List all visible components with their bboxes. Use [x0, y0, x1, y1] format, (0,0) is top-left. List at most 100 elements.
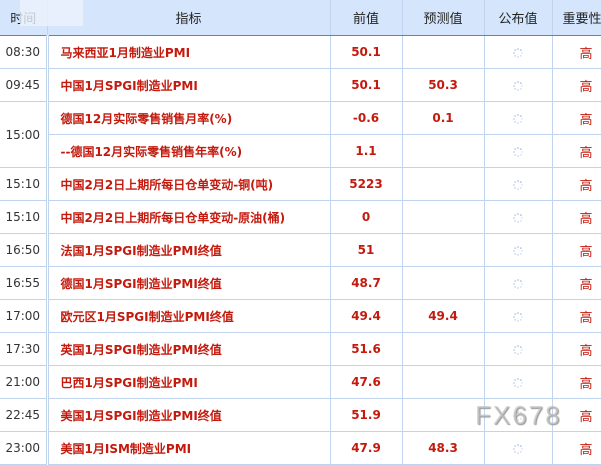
- table-row[interactable]: 22:45 美国1月SPGI制造业PMI终值 51.9 高: [0, 398, 601, 432]
- forecast-value: 49.4: [402, 299, 485, 333]
- published-value-cell: [484, 101, 553, 135]
- time-cell: 15:10: [0, 167, 49, 201]
- loading-spinner-icon: [512, 177, 524, 191]
- previous-value: 47.9: [330, 431, 403, 465]
- table-row[interactable]: 15:10 中国2月2日上期所每日仓单变动-原油(桶) 0 高: [0, 200, 601, 234]
- importance-value: 高: [552, 68, 601, 102]
- importance-value: 高: [552, 365, 601, 399]
- published-value-cell: [484, 365, 553, 399]
- importance-value: 高: [552, 233, 601, 267]
- published-value-cell: [484, 134, 553, 168]
- importance-value: 高: [552, 200, 601, 234]
- previous-value: 49.4: [330, 299, 403, 333]
- forecast-value: [402, 233, 485, 267]
- previous-value: 50.1: [330, 68, 403, 102]
- time-cell: 15:10: [0, 200, 49, 234]
- previous-value: -0.6: [330, 101, 403, 135]
- loading-spinner-icon: [512, 276, 524, 290]
- importance-value: 高: [552, 332, 601, 366]
- previous-value: 50.1: [330, 35, 403, 69]
- forecast-value: [402, 332, 485, 366]
- previous-value: 47.6: [330, 365, 403, 399]
- indicator-link[interactable]: 中国2月2日上期所每日仓单变动-原油(桶): [47, 200, 331, 234]
- forecast-value: 50.3: [402, 68, 485, 102]
- importance-value: 高: [552, 266, 601, 300]
- indicator-link[interactable]: 德国12月实际零售销售月率(%): [47, 101, 331, 135]
- importance-value: 高: [552, 431, 601, 465]
- indicator-link[interactable]: 英国1月SPGI制造业PMI终值: [47, 332, 331, 366]
- time-cell: 09:45: [0, 68, 49, 102]
- time-cell: 17:00: [0, 299, 49, 333]
- indicator-link[interactable]: 美国1月SPGI制造业PMI终值: [47, 398, 331, 432]
- forecast-value: [402, 365, 485, 399]
- tooltip-overlay: [20, 0, 83, 26]
- published-value-cell: [484, 266, 553, 300]
- published-value-cell: [484, 167, 553, 201]
- table-row[interactable]: 15:10 中国2月2日上期所每日仓单变动-铜(吨) 5223 高: [0, 167, 601, 201]
- table-row[interactable]: 17:00 欧元区1月SPGI制造业PMI终值 49.4 49.4 高: [0, 299, 601, 333]
- table-row[interactable]: 16:55 德国1月SPGI制造业PMI终值 48.7 高: [0, 266, 601, 300]
- indicator-link[interactable]: --德国12月实际零售销售年率(%): [47, 134, 331, 168]
- forecast-value: 0.1: [402, 101, 485, 135]
- published-value-cell: [484, 398, 553, 432]
- published-value-cell: [484, 68, 553, 102]
- table-row[interactable]: 09:45 中国1月SPGI制造业PMI 50.1 50.3 高: [0, 68, 601, 102]
- time-cell: 21:00: [0, 365, 49, 399]
- importance-value: 高: [552, 35, 601, 69]
- table-row[interactable]: 23:00 美国1月ISM制造业PMI 47.9 48.3 高: [0, 431, 601, 465]
- time-cell: 23:00: [0, 431, 49, 465]
- loading-spinner-icon: [512, 210, 524, 224]
- table-row[interactable]: 15:00 德国12月实际零售销售月率(%) -0.6 0.1 高: [0, 101, 601, 168]
- indicator-link[interactable]: 巴西1月SPGI制造业PMI: [47, 365, 331, 399]
- time-cell: 08:30: [0, 35, 49, 69]
- published-value-cell: [484, 431, 553, 465]
- previous-value: 51.6: [330, 332, 403, 366]
- table-row[interactable]: 21:00 巴西1月SPGI制造业PMI 47.6 高: [0, 365, 601, 399]
- loading-spinner-icon: [512, 375, 524, 389]
- header-previous: 前值: [330, 0, 403, 36]
- indicator-link[interactable]: 中国1月SPGI制造业PMI: [47, 68, 331, 102]
- forecast-value: [402, 398, 485, 432]
- forecast-value: [402, 35, 485, 69]
- loading-spinner-icon: [512, 309, 524, 323]
- loading-spinner-icon: [512, 45, 524, 59]
- published-value-cell: [484, 200, 553, 234]
- indicator-link[interactable]: 德国1月SPGI制造业PMI终值: [47, 266, 331, 300]
- published-value-cell: [484, 332, 553, 366]
- previous-value: 51: [330, 233, 403, 267]
- indicator-link[interactable]: 中国2月2日上期所每日仓单变动-铜(吨): [47, 167, 331, 201]
- forecast-value: [402, 134, 485, 168]
- header-published: 公布值: [484, 0, 553, 36]
- loading-spinner-icon: [512, 78, 524, 92]
- time-cell: 16:55: [0, 266, 49, 300]
- loading-spinner-icon: [512, 144, 524, 158]
- header-row: 时间 指标 前值 预测值 公布值 重要性: [0, 0, 601, 36]
- indicator-link[interactable]: 欧元区1月SPGI制造业PMI终值: [47, 299, 331, 333]
- importance-value: 高: [552, 101, 601, 135]
- indicator-link[interactable]: 法国1月SPGI制造业PMI终值: [47, 233, 331, 267]
- loading-spinner-icon: [512, 408, 524, 422]
- time-cell: 22:45: [0, 398, 49, 432]
- indicator-link[interactable]: 美国1月ISM制造业PMI: [47, 431, 331, 465]
- table-row[interactable]: 17:30 英国1月SPGI制造业PMI终值 51.6 高: [0, 332, 601, 366]
- previous-value: 48.7: [330, 266, 403, 300]
- importance-value: 高: [552, 134, 601, 168]
- table-row[interactable]: 16:50 法国1月SPGI制造业PMI终值 51 高: [0, 233, 601, 267]
- forecast-value: [402, 266, 485, 300]
- previous-value: 1.1: [330, 134, 403, 168]
- loading-spinner-icon: [512, 342, 524, 356]
- previous-value: 51.9: [330, 398, 403, 432]
- forecast-value: 48.3: [402, 431, 485, 465]
- importance-value: 高: [552, 299, 601, 333]
- indicator-link[interactable]: 马来西亚1月制造业PMI: [47, 35, 331, 69]
- published-value-cell: [484, 233, 553, 267]
- published-value-cell: [484, 299, 553, 333]
- table-row[interactable]: 08:30 马来西亚1月制造业PMI 50.1 高: [0, 35, 601, 69]
- importance-value: 高: [552, 398, 601, 432]
- loading-spinner-icon: [512, 441, 524, 455]
- table-row[interactable]: --德国12月实际零售销售年率(%) 1.1 高: [0, 134, 601, 168]
- forecast-value: [402, 200, 485, 234]
- header-importance: 重要性: [552, 0, 601, 36]
- time-cell: 16:50: [0, 233, 49, 267]
